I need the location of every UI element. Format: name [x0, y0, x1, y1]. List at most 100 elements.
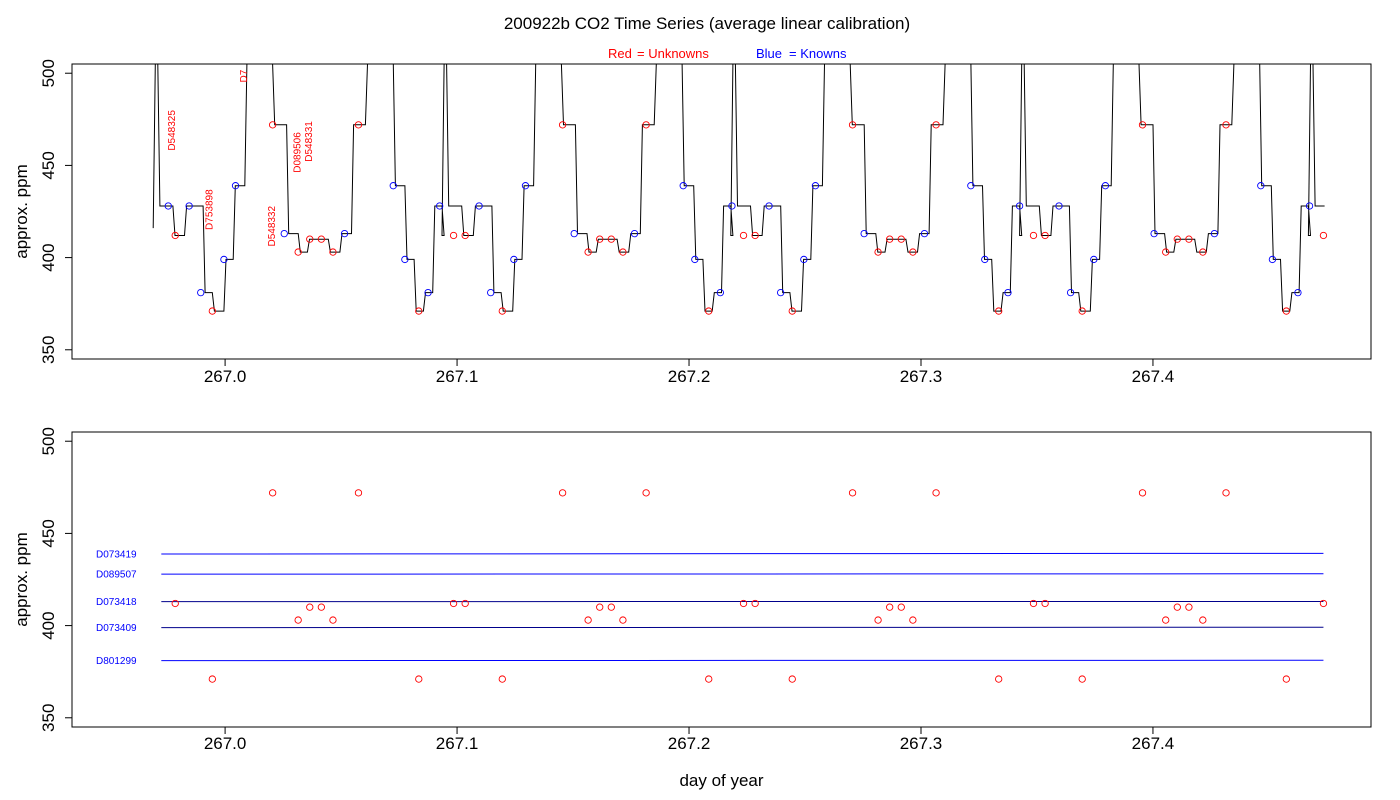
bottom-point-unknown	[619, 616, 627, 624]
top-point-unknown	[354, 121, 363, 129]
bottom-point-unknown	[642, 489, 650, 497]
top-point-unknown	[1185, 235, 1193, 243]
top-point-known	[340, 229, 349, 238]
bottom-point-unknown	[584, 616, 592, 624]
bottom-point-unknown	[909, 616, 917, 624]
top-y-tick-label: 400	[39, 243, 58, 271]
bottom-point-unknown	[1029, 599, 1038, 608]
chart-title: 200922b CO2 Time Series (average linear …	[504, 14, 910, 33]
top-point-known	[164, 202, 172, 210]
top-annotation: D7	[239, 69, 250, 82]
bottom-y-axis-label: approx. ppm	[12, 532, 31, 627]
top-point-known	[570, 229, 578, 238]
top-point-unknown	[1199, 248, 1207, 256]
top-point-unknown	[415, 307, 423, 315]
top-point-unknown	[596, 235, 604, 243]
top-point-unknown	[268, 121, 277, 129]
bottom-point-unknown	[886, 603, 894, 611]
top-point-unknown	[642, 121, 650, 129]
top-point-known	[920, 229, 929, 238]
bottom-point-unknown	[788, 675, 796, 683]
bottom-x-tick-label: 267.3	[900, 734, 943, 753]
top-point-unknown	[449, 231, 458, 240]
top-point-known	[1268, 255, 1277, 264]
top-point-known	[716, 288, 724, 297]
top-point-known	[1257, 182, 1265, 190]
bottom-point-unknown	[1282, 675, 1290, 683]
top-point-unknown	[751, 231, 759, 240]
bottom-point-unknown	[1138, 489, 1147, 497]
legend-blue-text: = Knowns	[789, 46, 847, 61]
bottom-point-unknown	[932, 489, 940, 497]
bottom-point-unknown	[607, 603, 615, 611]
top-annotation: D548325	[167, 110, 178, 151]
bottom-point-unknown	[306, 603, 314, 611]
top-point-known	[1090, 255, 1098, 264]
top-point-unknown	[1162, 248, 1170, 256]
top-point-known	[1294, 288, 1302, 297]
top-point-known	[510, 255, 518, 264]
bottom-x-tick-label: 267.4	[1132, 734, 1175, 753]
top-point-known	[630, 229, 639, 238]
legend: Red = Unknowns Blue = Knowns	[608, 46, 847, 61]
standard-label-d801299: D801299	[96, 656, 137, 667]
top-point-unknown	[1078, 307, 1086, 315]
top-point-known	[777, 288, 785, 297]
bottom-point-unknown	[848, 489, 857, 497]
top-x-tick-label: 267.4	[1132, 367, 1175, 386]
bottom-point-unknown	[558, 489, 567, 497]
top-point-known	[811, 182, 820, 190]
top-x-tick-label: 267.0	[204, 367, 247, 386]
bottom-y-tick-label: 450	[39, 519, 58, 547]
bottom-point-unknown	[1319, 599, 1328, 608]
top-point-known	[967, 182, 975, 190]
top-point-unknown	[705, 307, 713, 315]
top-point-known	[220, 255, 228, 264]
bottom-point-unknown	[294, 616, 302, 624]
standard-label-d073418: D073418	[96, 597, 137, 608]
top-point-unknown	[1173, 235, 1181, 243]
bottom-point-unknown	[415, 675, 423, 683]
top-plot-frame	[71, 63, 1372, 360]
top-panel: 267.0 267.1 267.2 267.3 267.4 350 400 450 500 app…	[12, 59, 1372, 386]
top-point-known	[424, 288, 432, 297]
bottom-point-unknown	[329, 616, 337, 624]
bottom-y-tick-label: 500	[39, 427, 58, 455]
bottom-point-unknown	[995, 675, 1003, 683]
top-point-unknown	[294, 248, 302, 256]
top-point-known	[197, 288, 205, 297]
top-point-unknown	[739, 231, 748, 240]
standard-label-d073419: D073419	[96, 550, 137, 561]
top-point-known	[280, 229, 288, 238]
top-point-known	[679, 182, 687, 190]
top-point-known	[389, 182, 397, 190]
top-point-unknown	[1041, 231, 1049, 240]
top-point-known	[1150, 229, 1158, 238]
top-x-tick-label: 267.1	[436, 367, 479, 386]
bottom-point-unknown	[1041, 599, 1049, 608]
top-point-known	[231, 182, 240, 190]
top-point-unknown	[1138, 121, 1147, 129]
standard-label-d089507: D089507	[96, 570, 137, 581]
top-point-known	[487, 288, 495, 297]
top-point-unknown	[995, 307, 1003, 315]
bottom-x-tick-label: 267.2	[668, 734, 711, 753]
standard-label-d073409: D073409	[96, 623, 137, 634]
top-point-unknown	[607, 235, 615, 243]
legend-red-text: = Unknowns	[637, 46, 709, 61]
top-point-unknown	[1282, 307, 1290, 315]
top-x-tick-label: 267.2	[668, 367, 711, 386]
bottom-point-unknown	[897, 603, 905, 611]
top-point-known	[1101, 182, 1110, 190]
top-series-line	[152, 64, 1325, 312]
top-point-unknown	[208, 307, 216, 315]
top-point-unknown	[461, 231, 469, 240]
top-point-known	[401, 255, 409, 264]
top-annotation: D089506	[292, 132, 303, 173]
bottom-point-unknown	[461, 599, 469, 608]
top-point-known	[475, 202, 483, 210]
top-point-known	[1015, 202, 1024, 210]
top-point-unknown	[897, 235, 905, 243]
top-point-known	[800, 255, 808, 264]
